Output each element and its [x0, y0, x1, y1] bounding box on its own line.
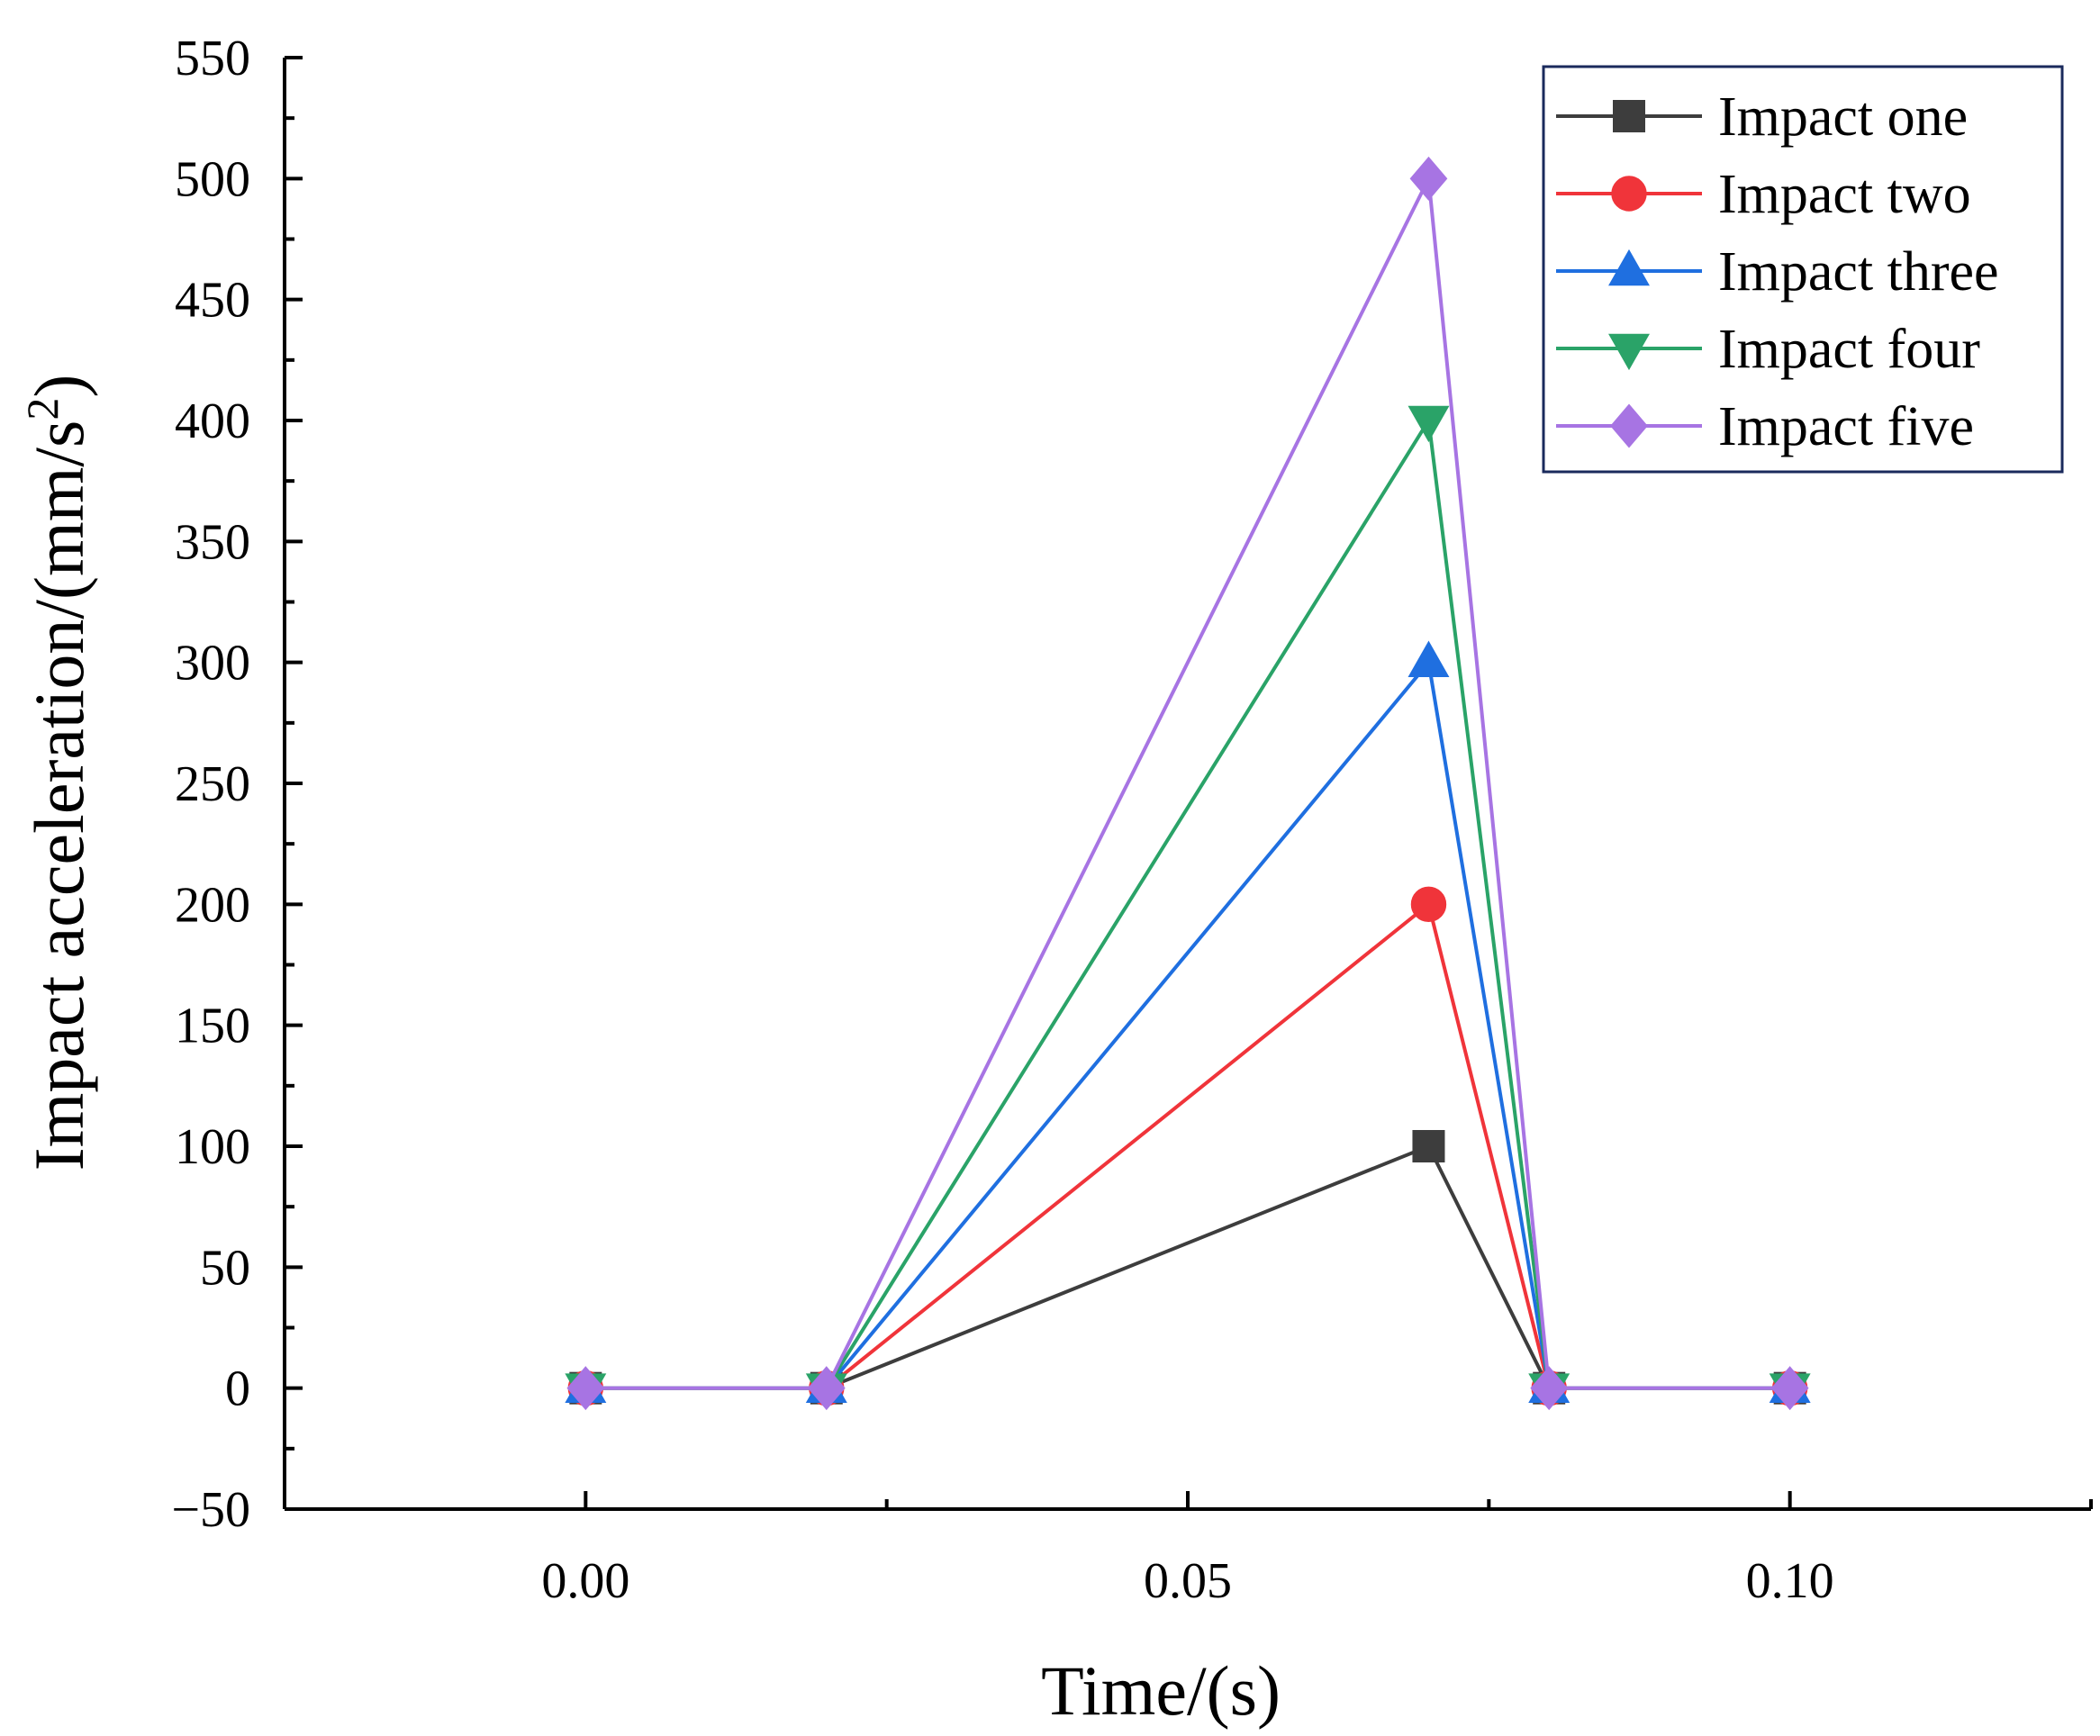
data-point-marker: [566, 1366, 605, 1411]
data-point-marker: [1770, 1366, 1809, 1411]
y-axis-title: Impact acceleration/(mm/s2): [17, 375, 98, 1171]
data-point-marker: [1409, 156, 1448, 201]
legend-label: Impact three: [1718, 241, 1999, 303]
y-axis-title-main: Impact acceleration/(mm/s: [20, 420, 98, 1171]
y-tick-label: 350: [175, 514, 250, 570]
y-tick-label: 400: [175, 393, 250, 449]
y-axis-title-close: ): [20, 375, 98, 398]
legend-label: Impact two: [1718, 164, 1971, 225]
series-impact-three: [565, 640, 1811, 1403]
y-tick-label: −50: [171, 1482, 250, 1538]
data-point-marker: [1608, 249, 1650, 286]
series-impact-two: [567, 886, 1808, 1406]
series-layer: [565, 156, 1811, 1411]
data-point-marker: [1608, 333, 1650, 371]
legend-label: Impact four: [1718, 319, 1980, 380]
x-axis-title: Time/(s): [1041, 1651, 1281, 1730]
y-tick-label: 450: [175, 273, 250, 329]
data-point-marker: [1613, 100, 1645, 132]
series-line: [585, 658, 1790, 1390]
y-tick-label: 550: [175, 31, 250, 86]
legend-item: Impact two: [1556, 164, 1971, 225]
y-tick-label: 150: [175, 999, 250, 1054]
legend-item: Impact five: [1556, 396, 1974, 457]
legend-item: Impact four: [1556, 319, 1980, 380]
legend-item: Impact three: [1556, 241, 1999, 303]
series-impact-four: [565, 405, 1811, 1410]
series-line: [585, 900, 1790, 1390]
legend-label: Impact one: [1718, 86, 1968, 148]
y-tick-label: 200: [175, 877, 250, 933]
axes: −50 0 50 100 150 200 250 300 350 400 450 500 550 0.00…: [171, 31, 2093, 1609]
data-point-marker: [1408, 405, 1450, 443]
data-point-marker: [1408, 640, 1450, 677]
data-point-marker: [1410, 886, 1447, 923]
x-tick-label: 0.05: [1144, 1553, 1232, 1609]
x-tick-label: 0.10: [1746, 1553, 1834, 1609]
x-tick-label: 0.00: [541, 1553, 629, 1609]
data-point-marker: [1611, 176, 1647, 212]
data-point-marker: [1610, 403, 1648, 448]
legend-box: [1542, 65, 2064, 474]
y-tick-label: 500: [175, 151, 250, 207]
y-tick-label: 250: [175, 756, 250, 812]
y-tick-label: 300: [175, 636, 250, 692]
data-point-marker: [1530, 1366, 1569, 1411]
y-tick-label: 50: [200, 1240, 250, 1296]
legend-item: Impact one: [1556, 86, 1968, 148]
y-axis-title-superscript: 2: [17, 398, 68, 420]
series-impact-five: [566, 156, 1809, 1411]
y-tick-label: 100: [175, 1119, 250, 1175]
series-impact-one: [569, 1130, 1806, 1405]
data-point-marker: [1412, 1130, 1445, 1162]
legend-label: Impact five: [1718, 396, 1974, 457]
y-tick-label: 0: [225, 1361, 250, 1417]
series-line: [585, 1144, 1790, 1390]
data-point-marker: [807, 1366, 846, 1411]
legend: Impact one Impact two Impact three Impact f…: [1542, 65, 2064, 474]
